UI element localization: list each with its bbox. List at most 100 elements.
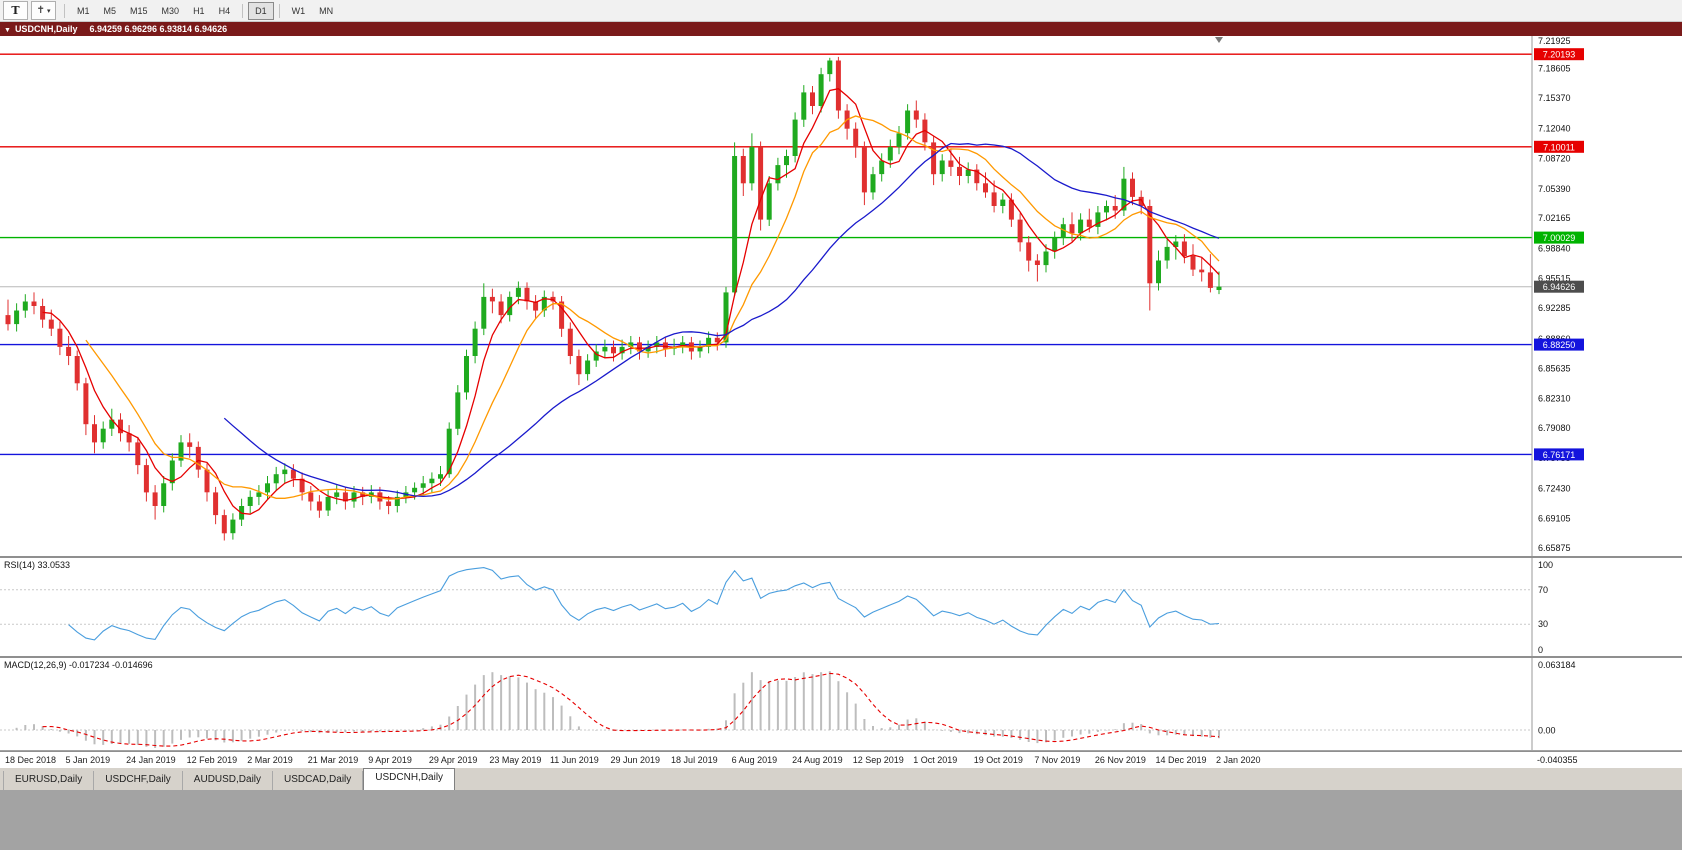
svg-text:7.20193: 7.20193 [1543, 50, 1576, 60]
tab-usdcad[interactable]: USDCAD,Daily [273, 771, 364, 790]
price-tick: 7.18605 [1538, 64, 1571, 74]
x-axis-label: 9 Apr 2019 [368, 755, 412, 765]
svg-text:7.10011: 7.10011 [1543, 142, 1575, 152]
x-axis-label: 11 Jun 2019 [549, 755, 599, 765]
macd-label: MACD(12,26,9) -0.017234 -0.014696 [4, 660, 153, 670]
x-axis-label: 7 Nov 2019 [1034, 755, 1081, 765]
x-axis-label: 26 Nov 2019 [1094, 755, 1146, 765]
x-axis-label: 12 Sep 2019 [852, 755, 904, 765]
rsi-tick: 30 [1538, 619, 1548, 629]
rsi-tick: 100 [1538, 560, 1553, 570]
x-axis-label: 23 May 2019 [489, 755, 542, 765]
macd-chart[interactable]: 0.063184 0.00 [0, 658, 1682, 750]
chart-ohlc-label: 6.94259 6.96296 6.93814 6.94626 [89, 24, 228, 34]
x-axis-label: 19 Oct 2019 [973, 755, 1023, 765]
timeframe-m1-button[interactable]: M1 [77, 5, 90, 16]
macd-signal-line [42, 672, 1220, 747]
chart-title-bar[interactable]: ▼ USDCNH,Daily 6.94259 6.96296 6.93814 6.9… [0, 22, 1682, 36]
text-tool-button[interactable]: T [3, 1, 28, 20]
x-axis-label: 21 Mar 2019 [307, 755, 359, 765]
x-axis-label: 5 Jan 2019 [65, 755, 111, 765]
price-tick: 7.05390 [1538, 184, 1571, 194]
time-axis[interactable]: -0.040355 18 Dec 2018 5 Jan 2019 24 Jan 20… [0, 751, 1682, 768]
rsi-panel[interactable]: RSI(14) 33.0533 100 70 30 0 [0, 558, 1682, 656]
price-tick: 7.12040 [1538, 123, 1571, 133]
timeframe-h4-button[interactable]: H4 [218, 5, 231, 16]
price-tick: 6.65875 [1538, 543, 1571, 553]
price-tick: 6.85635 [1538, 363, 1571, 373]
rsi-line [68, 567, 1220, 641]
price-badge: 6.88250 [1534, 338, 1584, 351]
tab-usdchf[interactable]: USDCHF,Daily [94, 771, 183, 790]
toolbar-separator [278, 3, 280, 18]
price-badge: 7.20193 [1534, 48, 1584, 61]
panel-splitter[interactable] [0, 556, 1682, 558]
window-background [0, 790, 1682, 850]
tab-audusd[interactable]: AUDUSD,Daily [183, 771, 274, 790]
cursor-tool-icon: ✝ [36, 5, 45, 16]
timeframe-d1-button[interactable]: D1 [248, 1, 274, 20]
x-axis-label: 2 Mar 2019 [247, 755, 293, 765]
price-badge: 6.76171 [1534, 448, 1584, 461]
svg-text:6.88250: 6.88250 [1543, 340, 1576, 350]
text-tool-icon: T [11, 4, 20, 17]
x-axis-label: 2 Jan 2020 [1216, 755, 1261, 765]
x-axis-label: 24 Aug 2019 [792, 755, 843, 765]
x-axis-label: 29 Jun 2019 [610, 755, 661, 765]
price-chart-panel[interactable]: 7.21925 7.18605 7.15370 7.12040 7.08720 7.053… [0, 36, 1682, 556]
rsi-label: RSI(14) 33.0533 [4, 560, 71, 570]
timeframe-mn-button[interactable]: MN [319, 5, 334, 16]
price-chart[interactable]: 7.21925 7.18605 7.15370 7.12040 7.08720 7.053… [0, 36, 1682, 556]
x-axis-label: 12 Feb 2019 [186, 755, 238, 765]
price-tick: 6.82310 [1538, 394, 1571, 404]
moving-average-line [223, 142, 1220, 498]
timeframe-m15-button[interactable]: M15 [130, 5, 148, 16]
x-axis-label: 18 Jul 2019 [671, 755, 718, 765]
price-tick: 6.92285 [1538, 303, 1571, 313]
rsi-tick: 0 [1538, 645, 1543, 655]
svg-text:7.00029: 7.00029 [1543, 233, 1576, 243]
x-axis-label: 6 Aug 2019 [731, 755, 778, 765]
collapse-arrow-icon[interactable]: ▼ [4, 27, 11, 34]
candles-layer [5, 56, 1222, 541]
x-axis-label: 24 Jan 2019 [126, 755, 176, 765]
price-tick: 7.15370 [1538, 93, 1571, 103]
price-tick: 6.98840 [1538, 243, 1571, 253]
rsi-chart[interactable]: 100 70 30 0 [0, 558, 1682, 656]
moving-average-line [42, 87, 1220, 515]
cursor-tool-dropdown[interactable]: ✝ ▾ [31, 1, 56, 20]
macd-axis-tick: -0.040355 [1537, 755, 1578, 765]
x-axis-label: 18 Dec 2018 [5, 755, 57, 765]
svg-text:6.76171: 6.76171 [1543, 450, 1576, 460]
macd-tick: 0.063184 [1538, 660, 1576, 670]
price-badge: 6.94626 [1534, 280, 1584, 293]
timeframe-m5-button[interactable]: M5 [103, 5, 117, 16]
price-tick: 7.08720 [1538, 154, 1571, 164]
tab-eurusd[interactable]: EURUSD,Daily [3, 771, 95, 790]
shift-marker-icon[interactable] [1215, 37, 1223, 43]
x-axis-label: 1 Oct 2019 [913, 755, 958, 765]
price-tick: 6.95515 [1538, 274, 1571, 284]
x-axis-label: 29 Apr 2019 [428, 755, 478, 765]
price-tick: 7.02165 [1538, 213, 1571, 223]
price-tick: 6.72430 [1538, 484, 1571, 494]
timeframe-m30-button[interactable]: M30 [161, 5, 180, 16]
timeframe-w1-button[interactable]: W1 [291, 5, 306, 16]
rsi-tick: 70 [1538, 585, 1548, 595]
price-badge: 7.00029 [1534, 231, 1584, 244]
macd-panel[interactable]: MACD(12,26,9) -0.017234 -0.014696 0.0631… [0, 658, 1682, 750]
panel-splitter[interactable] [0, 656, 1682, 658]
price-tick: 7.21925 [1538, 36, 1571, 46]
tab-usdcnh[interactable]: USDCNH,Daily [363, 768, 456, 790]
price-badge: 7.10011 [1534, 140, 1584, 153]
dropdown-caret-icon: ▾ [46, 7, 51, 15]
timeframe-h1-button[interactable]: H1 [193, 5, 205, 16]
macd-histogram [15, 671, 1220, 748]
price-tick: 6.69105 [1538, 514, 1571, 524]
price-tick: 6.79080 [1538, 423, 1571, 433]
chart-symbol-label: USDCNH,Daily [14, 24, 78, 34]
chart-tab-bar: EURUSD,Daily USDCHF,Daily AUDUSD,Daily U… [0, 768, 1682, 790]
toolbar-separator [242, 3, 244, 18]
toolbar: T ✝ ▾ M1 M5 M15 M30 H1 H4 D1 W1 MN [0, 0, 1682, 22]
toolbar-separator [64, 3, 65, 18]
